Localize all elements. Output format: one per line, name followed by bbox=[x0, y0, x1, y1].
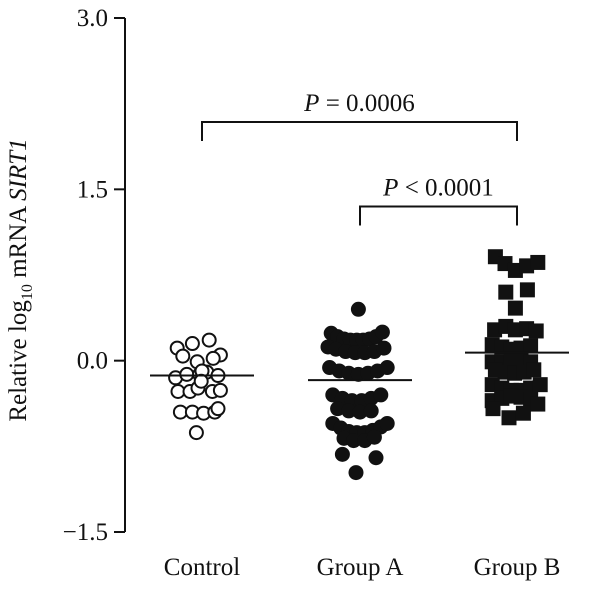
y-axis-label-subscript: 10 bbox=[19, 284, 36, 300]
bracket-line bbox=[201, 120, 518, 141]
data-point bbox=[212, 382, 228, 398]
data-point bbox=[210, 401, 226, 417]
bracket-line bbox=[359, 205, 518, 226]
data-point bbox=[205, 350, 221, 366]
data-point bbox=[515, 405, 531, 421]
y-axis-label-group: Relative log10 mRNA SIRT1 bbox=[5, 138, 36, 421]
x-axis: Control Group A Group B bbox=[164, 554, 561, 581]
data-point bbox=[523, 338, 539, 354]
data-point bbox=[184, 336, 200, 352]
data-point bbox=[532, 377, 548, 393]
data-point bbox=[368, 450, 384, 466]
data-point bbox=[526, 362, 542, 378]
data-point bbox=[530, 254, 546, 270]
y-axis-label-middle: mRNA bbox=[5, 201, 32, 284]
y-axis-label-gene: SIRT1 bbox=[5, 138, 32, 201]
data-point bbox=[507, 300, 523, 316]
p-value-label: P < 0.0001 bbox=[382, 174, 494, 201]
data-point bbox=[352, 404, 368, 420]
data-point bbox=[346, 433, 362, 449]
p-value-text: = 0.0006 bbox=[319, 90, 414, 117]
y-tick-label: −1.5 bbox=[63, 519, 108, 546]
data-point bbox=[363, 403, 379, 419]
y-axis-label: Relative log10 mRNA SIRT1 bbox=[5, 138, 36, 421]
y-tick-label: 3.0 bbox=[77, 5, 108, 32]
data-point bbox=[348, 465, 364, 481]
x-category-label: Group B bbox=[474, 554, 561, 581]
data-point bbox=[179, 366, 195, 382]
data-point bbox=[373, 387, 389, 403]
y-axis-label-prefix: Relative log bbox=[5, 300, 32, 422]
data-point bbox=[376, 340, 392, 356]
data-point bbox=[201, 332, 217, 348]
data-point bbox=[528, 323, 544, 339]
data-point bbox=[330, 401, 346, 417]
data-point bbox=[501, 410, 517, 426]
p-value-symbol: P bbox=[303, 90, 319, 117]
p-value-symbol: P bbox=[382, 174, 398, 201]
data-point bbox=[341, 403, 357, 419]
significance-bracket: P < 0.0001 bbox=[359, 174, 518, 226]
series-control bbox=[150, 332, 254, 441]
data-point bbox=[485, 401, 501, 417]
p-value-text: < 0.0001 bbox=[398, 174, 493, 201]
series-group-b bbox=[465, 249, 569, 426]
data-point bbox=[498, 284, 514, 300]
y-tick-label: 1.5 bbox=[77, 176, 108, 203]
data-point bbox=[175, 348, 191, 364]
series-layer bbox=[150, 249, 569, 481]
data-point bbox=[334, 446, 350, 462]
significance-bracket: P = 0.0006 bbox=[201, 90, 518, 141]
data-point bbox=[366, 429, 382, 445]
p-value-label: P = 0.0006 bbox=[303, 90, 415, 117]
series-group-a bbox=[308, 301, 412, 481]
x-category-label: Group A bbox=[317, 554, 404, 581]
data-point bbox=[519, 282, 535, 298]
y-axis: −1.5 0.0 1.5 3.0 bbox=[63, 5, 126, 546]
data-point bbox=[374, 324, 390, 340]
x-category-label: Control bbox=[164, 554, 240, 581]
y-tick-label: 0.0 bbox=[77, 348, 108, 375]
data-point bbox=[379, 360, 395, 376]
data-point bbox=[188, 425, 204, 441]
data-point bbox=[530, 396, 546, 412]
data-point bbox=[193, 373, 209, 389]
data-point bbox=[350, 301, 366, 317]
data-point bbox=[379, 415, 395, 431]
